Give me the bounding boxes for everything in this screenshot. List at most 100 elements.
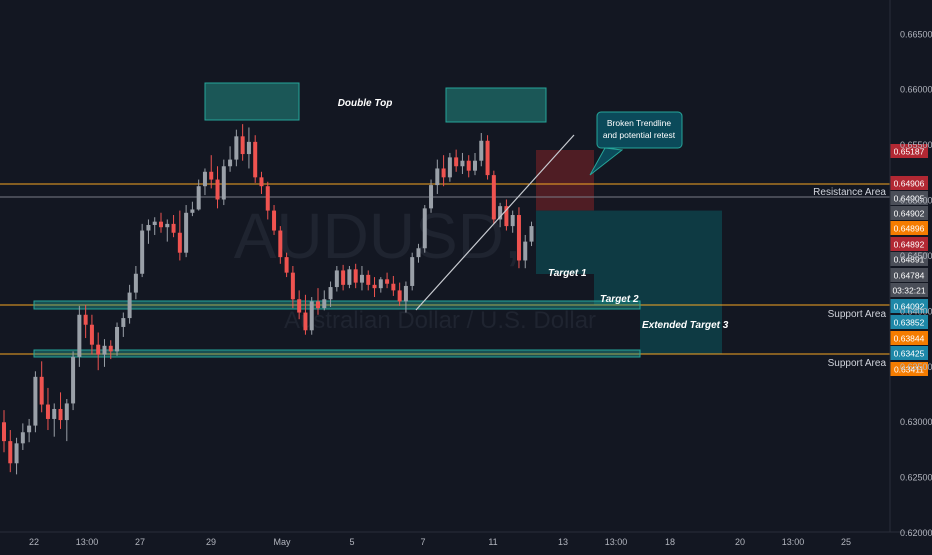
price-label: 03:32:21 — [892, 286, 925, 296]
candle-body — [410, 257, 415, 286]
price-label-bg — [890, 206, 928, 220]
candle-body — [504, 206, 509, 227]
price-label-bg — [890, 331, 928, 345]
target-zone — [536, 210, 722, 274]
target-zone-extended — [640, 274, 722, 354]
candle-body — [246, 141, 251, 155]
candle-body — [45, 404, 50, 419]
candle-body — [89, 324, 94, 345]
candle-body — [108, 345, 113, 352]
callout-line-1: Broken Trendline — [607, 118, 672, 128]
candle-body — [290, 272, 295, 300]
price-label-bg — [890, 221, 928, 235]
price-label-bg — [890, 252, 928, 266]
candle-body — [385, 279, 390, 284]
candle-body — [259, 177, 264, 187]
candle-body — [347, 269, 352, 285]
price-label-bg — [890, 176, 928, 190]
time-tick-label: 25 — [841, 537, 851, 547]
candle-body — [159, 221, 163, 228]
candle-body — [52, 408, 57, 419]
price-label-bg — [890, 346, 928, 360]
candle-body — [359, 274, 364, 283]
candle-body — [77, 314, 82, 357]
candle-body — [510, 215, 515, 227]
candle-body — [58, 408, 63, 421]
price-tick-label: 0.62500 — [900, 473, 932, 483]
candle-body — [8, 441, 13, 464]
price-tick-label: 0.66500 — [900, 29, 932, 39]
candle-body — [228, 159, 233, 167]
target-step-1 — [536, 274, 594, 304]
callout-box — [596, 111, 683, 149]
time-tick-label: 13 — [558, 537, 568, 547]
candle-body — [322, 299, 327, 309]
candle-body — [115, 326, 120, 352]
time-tick-label: 13:00 — [782, 537, 805, 547]
time-tick-label: 18 — [665, 537, 675, 547]
candle-body — [140, 230, 145, 274]
candle-body — [491, 175, 496, 220]
stop-loss-zone — [536, 150, 594, 211]
price-tick-label: 0.66000 — [900, 85, 932, 95]
price-label: 0.64892 — [894, 240, 925, 250]
time-tick-label: 5 — [349, 537, 354, 547]
candle-body — [14, 443, 19, 464]
price-label-bg — [890, 144, 928, 158]
target-2-label: Target 2 — [600, 294, 639, 305]
candle-body — [272, 210, 277, 231]
price-label-bg — [890, 268, 928, 282]
candle-body — [221, 166, 226, 200]
candle-body — [96, 344, 101, 355]
price-tick-label: 0.64500 — [900, 251, 932, 261]
candle-body — [303, 312, 308, 331]
target-zone-mid — [594, 274, 640, 305]
price-label-bg — [890, 283, 928, 297]
candle-body — [209, 171, 214, 180]
candle-body — [429, 185, 434, 209]
candle-body — [152, 221, 157, 225]
price-label-bg — [890, 237, 928, 251]
candle-body — [341, 270, 346, 285]
candle-body — [441, 168, 446, 178]
candle-body — [435, 168, 440, 186]
candle-body — [184, 212, 189, 253]
double-top-label: Double Top — [338, 98, 393, 109]
candle-body — [165, 223, 170, 228]
price-label: 0.64784 — [894, 271, 925, 281]
price-label: 0.63411 — [894, 365, 924, 375]
resistance-label: Resistance Area — [813, 187, 886, 198]
time-tick-label: 27 — [135, 537, 145, 547]
price-label: 0.64902 — [894, 209, 925, 219]
candle-body — [334, 270, 339, 288]
candle-body — [466, 160, 471, 171]
candle-body — [403, 285, 408, 302]
candle-body — [202, 171, 207, 187]
candle-body — [397, 290, 402, 302]
support-label-1: Support Area — [828, 309, 887, 320]
candle-body — [297, 299, 302, 313]
candle-body — [190, 209, 195, 213]
price-tick-label: 0.63000 — [900, 417, 932, 427]
candle-body — [278, 230, 283, 258]
time-tick-label: 11 — [488, 537, 497, 547]
candle-body — [309, 301, 314, 331]
price-tick-label: 0.64000 — [900, 306, 932, 316]
price-label: 0.63844 — [894, 334, 925, 344]
candle-body — [516, 215, 521, 261]
time-tick-label: 7 — [420, 537, 425, 547]
candle-body — [353, 269, 358, 283]
candle-body — [523, 241, 528, 261]
callout-pointer — [589, 147, 624, 176]
candle-body — [240, 136, 245, 155]
candle-body — [454, 157, 459, 167]
time-tick-label: 29 — [206, 537, 216, 547]
price-label: 0.64891 — [894, 255, 925, 265]
price-tick-label: 0.65000 — [900, 196, 932, 206]
time-tick-label: May — [273, 537, 291, 547]
candle-body — [196, 186, 201, 210]
support-box-2 — [33, 349, 641, 358]
candle-body — [485, 140, 490, 176]
